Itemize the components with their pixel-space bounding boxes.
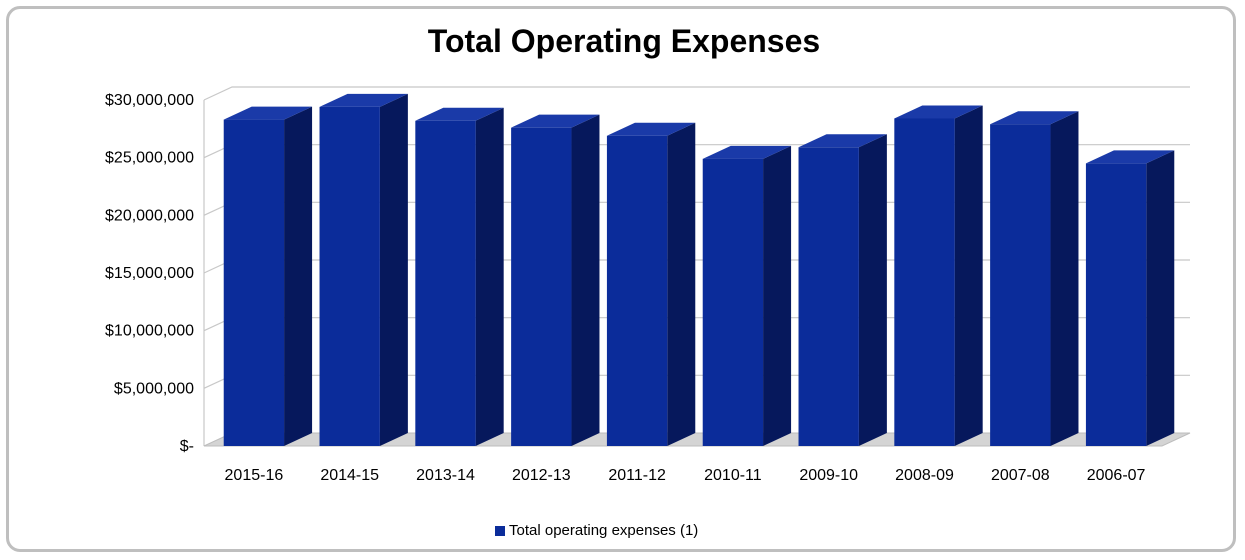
legend: Total operating expenses (1) — [495, 522, 698, 539]
legend-label: Total operating expenses (1) — [509, 522, 698, 539]
y-tick-label: $25,000,000 — [105, 150, 194, 167]
bar — [606, 122, 696, 447]
y-tick-label: $30,000,000 — [105, 92, 194, 109]
bar-top — [223, 106, 313, 120]
bar-front — [415, 120, 476, 446]
bar-side — [284, 106, 313, 447]
bar-top — [511, 114, 600, 128]
bar-front — [1085, 163, 1147, 446]
x-tick-label: 2012-13 — [512, 467, 571, 484]
bar-front — [223, 119, 285, 447]
y-tick-label: $20,000,000 — [105, 207, 194, 224]
bar-side — [954, 105, 983, 446]
x-tick-label: 2008-09 — [895, 467, 954, 484]
bar-side — [1146, 150, 1175, 446]
bar — [415, 107, 504, 446]
bar — [223, 106, 313, 447]
bar-layer — [223, 93, 1175, 447]
bar-top — [990, 111, 1079, 125]
y-axis-ticks: $- $5,000,000 $10,000,000 $15,000,000 $20,00… — [105, 92, 194, 455]
bar-front — [702, 158, 764, 446]
bar-front — [798, 147, 859, 446]
bar — [990, 111, 1079, 446]
bar-side — [475, 107, 504, 446]
bar — [511, 114, 600, 447]
bar — [702, 145, 792, 446]
x-tick-label: 2006-07 — [1087, 467, 1146, 484]
bar-top — [1085, 150, 1175, 164]
bar-top — [606, 122, 696, 136]
y-tick-label: $10,000,000 — [105, 323, 194, 340]
bar-side — [571, 114, 600, 447]
bar-side — [858, 134, 887, 446]
bar-top — [894, 105, 983, 119]
x-axis-ticks: 2015-16 2014-15 2013-14 2012-13 2011-12 2010-… — [225, 467, 1146, 484]
y-tick-label: $15,000,000 — [105, 265, 194, 282]
bar-side — [763, 145, 792, 446]
bar-top — [798, 134, 887, 148]
bar-front — [511, 127, 572, 447]
chart-title: Total Operating Expenses — [428, 23, 820, 59]
x-tick-label: 2007-08 — [991, 467, 1050, 484]
x-tick-label: 2015-16 — [225, 467, 284, 484]
bar-front — [894, 118, 955, 446]
bar-side — [1050, 111, 1079, 446]
bar-side — [379, 93, 408, 447]
x-tick-label: 2010-11 — [704, 467, 762, 484]
bar-side — [667, 122, 696, 447]
bar-front — [319, 106, 380, 447]
x-tick-label: 2009-10 — [799, 467, 858, 484]
bar-front — [990, 124, 1051, 446]
x-tick-label: 2011-12 — [608, 467, 666, 484]
y-tick-label: $5,000,000 — [114, 380, 194, 397]
x-tick-label: 2014-15 — [320, 467, 379, 484]
bar-top — [319, 93, 408, 107]
y-tick-label: $- — [180, 438, 194, 455]
gridline — [203, 86, 1190, 101]
bar — [798, 134, 887, 446]
bar — [319, 93, 408, 447]
legend-swatch — [495, 526, 505, 536]
bar-top — [702, 145, 792, 159]
bar-top — [415, 107, 504, 121]
bar — [1085, 150, 1175, 446]
bar — [894, 105, 983, 446]
bar-front — [606, 135, 668, 446]
x-tick-label: 2013-14 — [416, 467, 475, 484]
